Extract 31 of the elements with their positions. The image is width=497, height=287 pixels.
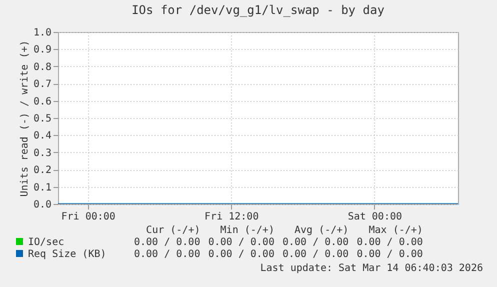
text: Last update: Sat Mar 14 06:40:03 2026	[260, 263, 483, 274]
y-tick-label: 0.3	[33, 148, 52, 159]
x-tick-label: Fri 00:00	[61, 212, 116, 222]
text: Max (-/+)	[368, 225, 424, 237]
text: 0.00 / 0.00	[356, 237, 424, 249]
y-tick-label: 0.4	[33, 130, 52, 142]
y-tick-label: 0.0	[33, 200, 52, 210]
legend-label: Req Size (KB)	[27, 249, 108, 261]
y-tick-label: 0.5	[33, 114, 52, 124]
text: 0.00 / 0.00	[356, 249, 424, 261]
y-tick-label: 0.7	[33, 79, 52, 90]
text: 0.00 / 0.00	[133, 249, 202, 261]
y-tick-label: 1.0	[33, 28, 52, 38]
text: Cur (-/+)	[145, 225, 202, 237]
text: Avg (-/+)	[294, 225, 350, 237]
text: 0.00 / 0.00	[207, 249, 276, 261]
y-tick-label: 0.8	[33, 62, 52, 73]
y-tick-label: 0.9	[33, 44, 52, 56]
text: 0.00 / 0.00	[281, 237, 350, 249]
text: 0.00 / 0.00	[281, 249, 350, 261]
chart-title: IOs for /dev/vg_g1/lv_swap - by day	[132, 3, 384, 17]
x-tick-label: Sat 00:00	[348, 212, 402, 222]
y-tick-label: 0.6	[33, 96, 52, 108]
text: 0.00 / 0.00	[133, 237, 202, 249]
y-tick-label: 0.1	[33, 182, 52, 194]
text: 0.00 / 0.00	[207, 237, 276, 249]
x-tick-label: Fri 12:00	[204, 212, 259, 222]
y-tick-label: 0.2	[33, 165, 52, 176]
text: Min (-/+)	[219, 225, 276, 237]
y-axis-title: Units read (-) / write (+)	[19, 40, 30, 197]
legend-label: IO/sec	[27, 237, 66, 249]
